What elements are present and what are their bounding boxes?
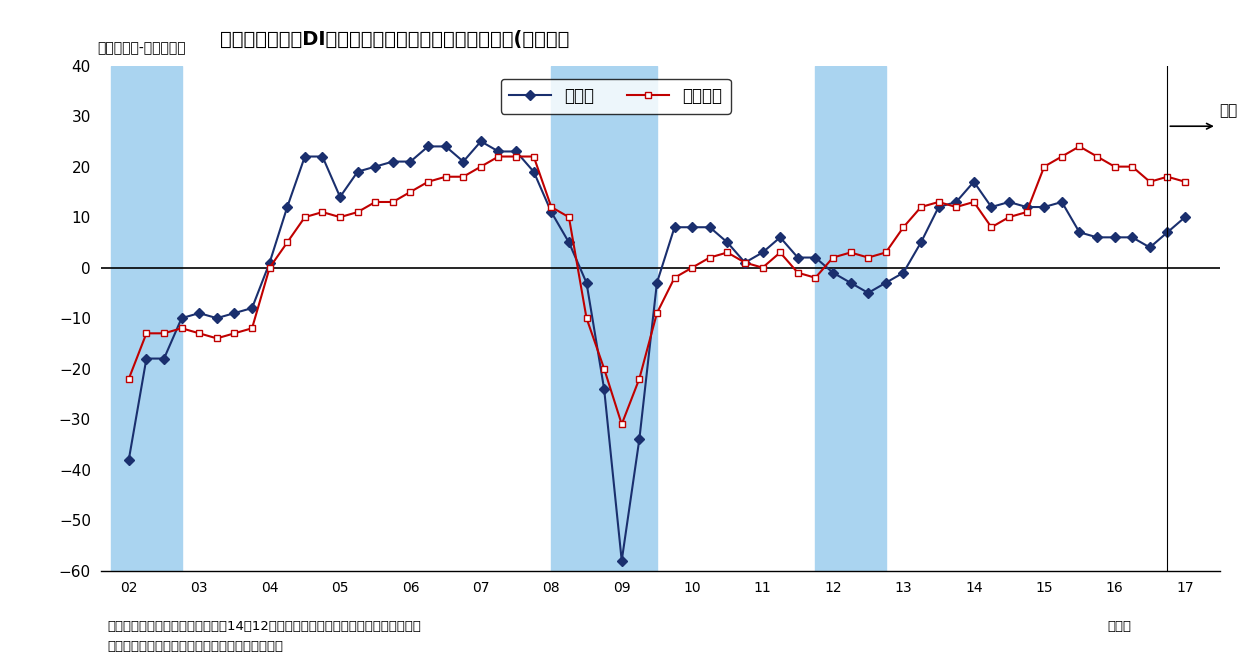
非製造業	[1177, 178, 1193, 186]
製造業	[1072, 228, 1087, 236]
非製造業	[772, 249, 788, 256]
非製造業	[1054, 153, 1069, 161]
製造業	[790, 254, 805, 262]
Text: （年）: （年）	[1107, 620, 1131, 633]
Text: （注）シャドーは景気後退期間、14年12月調査以降は調査対象見直し後の新ベース: （注）シャドーは景気後退期間、14年12月調査以降は調査対象見直し後の新ベース	[107, 620, 421, 633]
非製造業	[491, 153, 506, 161]
Text: 足元の業況判断DIは製造業で改善、非製造業で横ばい(大企業）: 足元の業況判断DIは製造業で改善、非製造業で横ばい(大企業）	[220, 30, 570, 49]
Bar	[111, 66, 181, 571]
Line: 非製造業: 非製造業	[126, 143, 1189, 428]
製造業	[1177, 213, 1193, 221]
製造業	[720, 238, 735, 246]
非製造業	[332, 213, 347, 221]
製造業	[473, 138, 488, 146]
Text: （資料）日本銀行「全国企業短期経済観測調査」: （資料）日本銀行「全国企業短期経済観測調査」	[107, 640, 283, 653]
非製造業	[121, 375, 136, 382]
Bar	[815, 66, 886, 571]
Bar	[551, 66, 657, 571]
非製造業	[702, 254, 717, 262]
Legend: 製造業, 非製造業: 製造業, 非製造業	[501, 79, 731, 113]
非製造業	[367, 198, 382, 206]
製造業	[367, 163, 382, 171]
製造業	[614, 557, 629, 565]
非製造業	[1072, 142, 1087, 150]
Text: （「良い」-「悪い」）: （「良い」-「悪い」）	[97, 41, 186, 56]
製造業	[508, 148, 523, 155]
非製造業	[614, 420, 629, 428]
製造業	[121, 456, 136, 464]
Line: 製造業: 製造業	[126, 138, 1189, 564]
Text: 予測: 予測	[1219, 104, 1237, 119]
製造業	[332, 193, 347, 201]
